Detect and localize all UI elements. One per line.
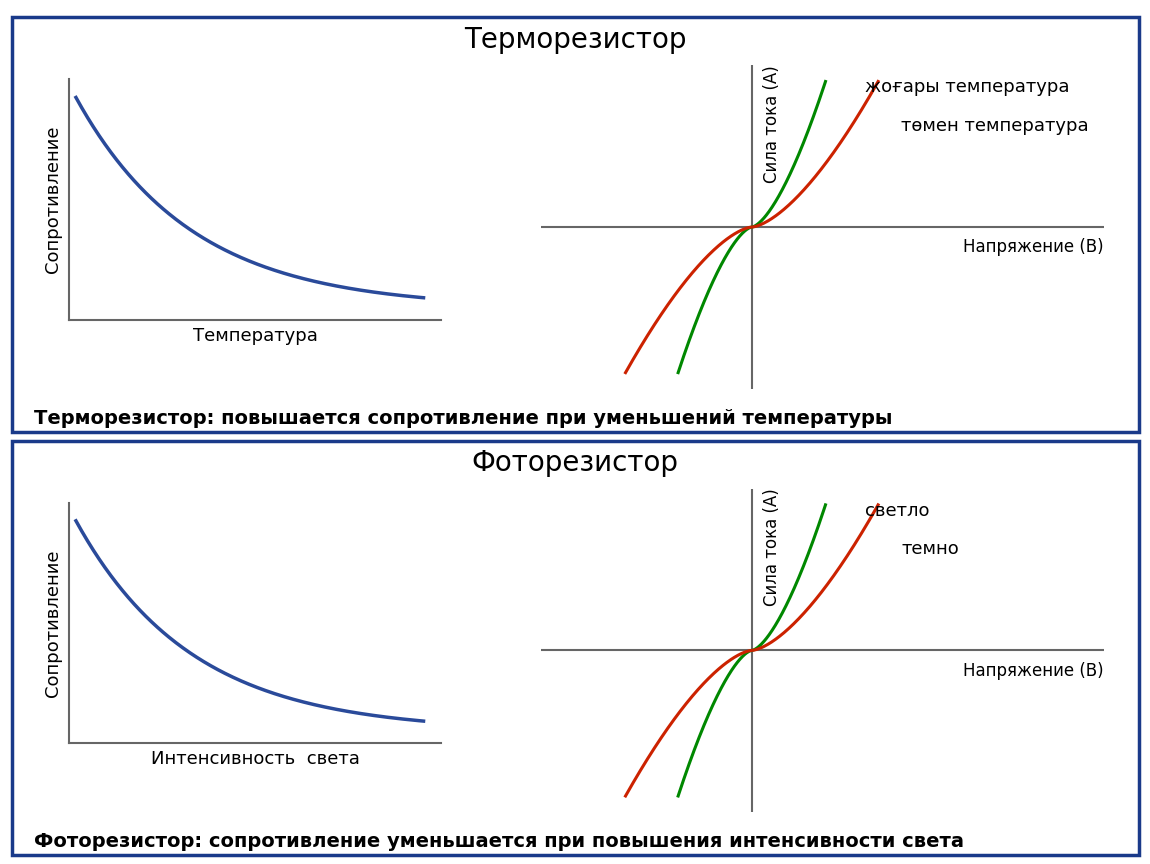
Text: Фоторезистор: Фоторезистор: [472, 449, 678, 477]
Text: темно: темно: [902, 541, 959, 558]
Text: жоғары температура: жоғары температура: [865, 79, 1070, 96]
Text: Напряжение (В): Напряжение (В): [964, 238, 1104, 257]
X-axis label: Интенсивность  света: Интенсивность света: [151, 750, 360, 768]
Text: Сила тока (А): Сила тока (А): [764, 489, 781, 607]
Y-axis label: Сопротивление: Сопротивление: [44, 125, 62, 273]
Text: төмен температура: төмен температура: [902, 118, 1089, 135]
Text: Фоторезистор: сопротивление уменьшается при повышения интенсивности света: Фоторезистор: сопротивление уменьшается …: [34, 832, 965, 851]
Text: Напряжение (В): Напряжение (В): [964, 662, 1104, 680]
Text: Сила тока (А): Сила тока (А): [764, 66, 781, 183]
X-axis label: Температура: Температура: [192, 327, 317, 345]
Y-axis label: Сопротивление: Сопротивление: [44, 549, 62, 696]
Text: Терморезистор: повышается сопротивление при уменьшений температуры: Терморезистор: повышается сопротивление …: [34, 409, 894, 428]
Text: Терморезистор: Терморезистор: [463, 26, 687, 54]
Text: светло: светло: [865, 502, 929, 519]
